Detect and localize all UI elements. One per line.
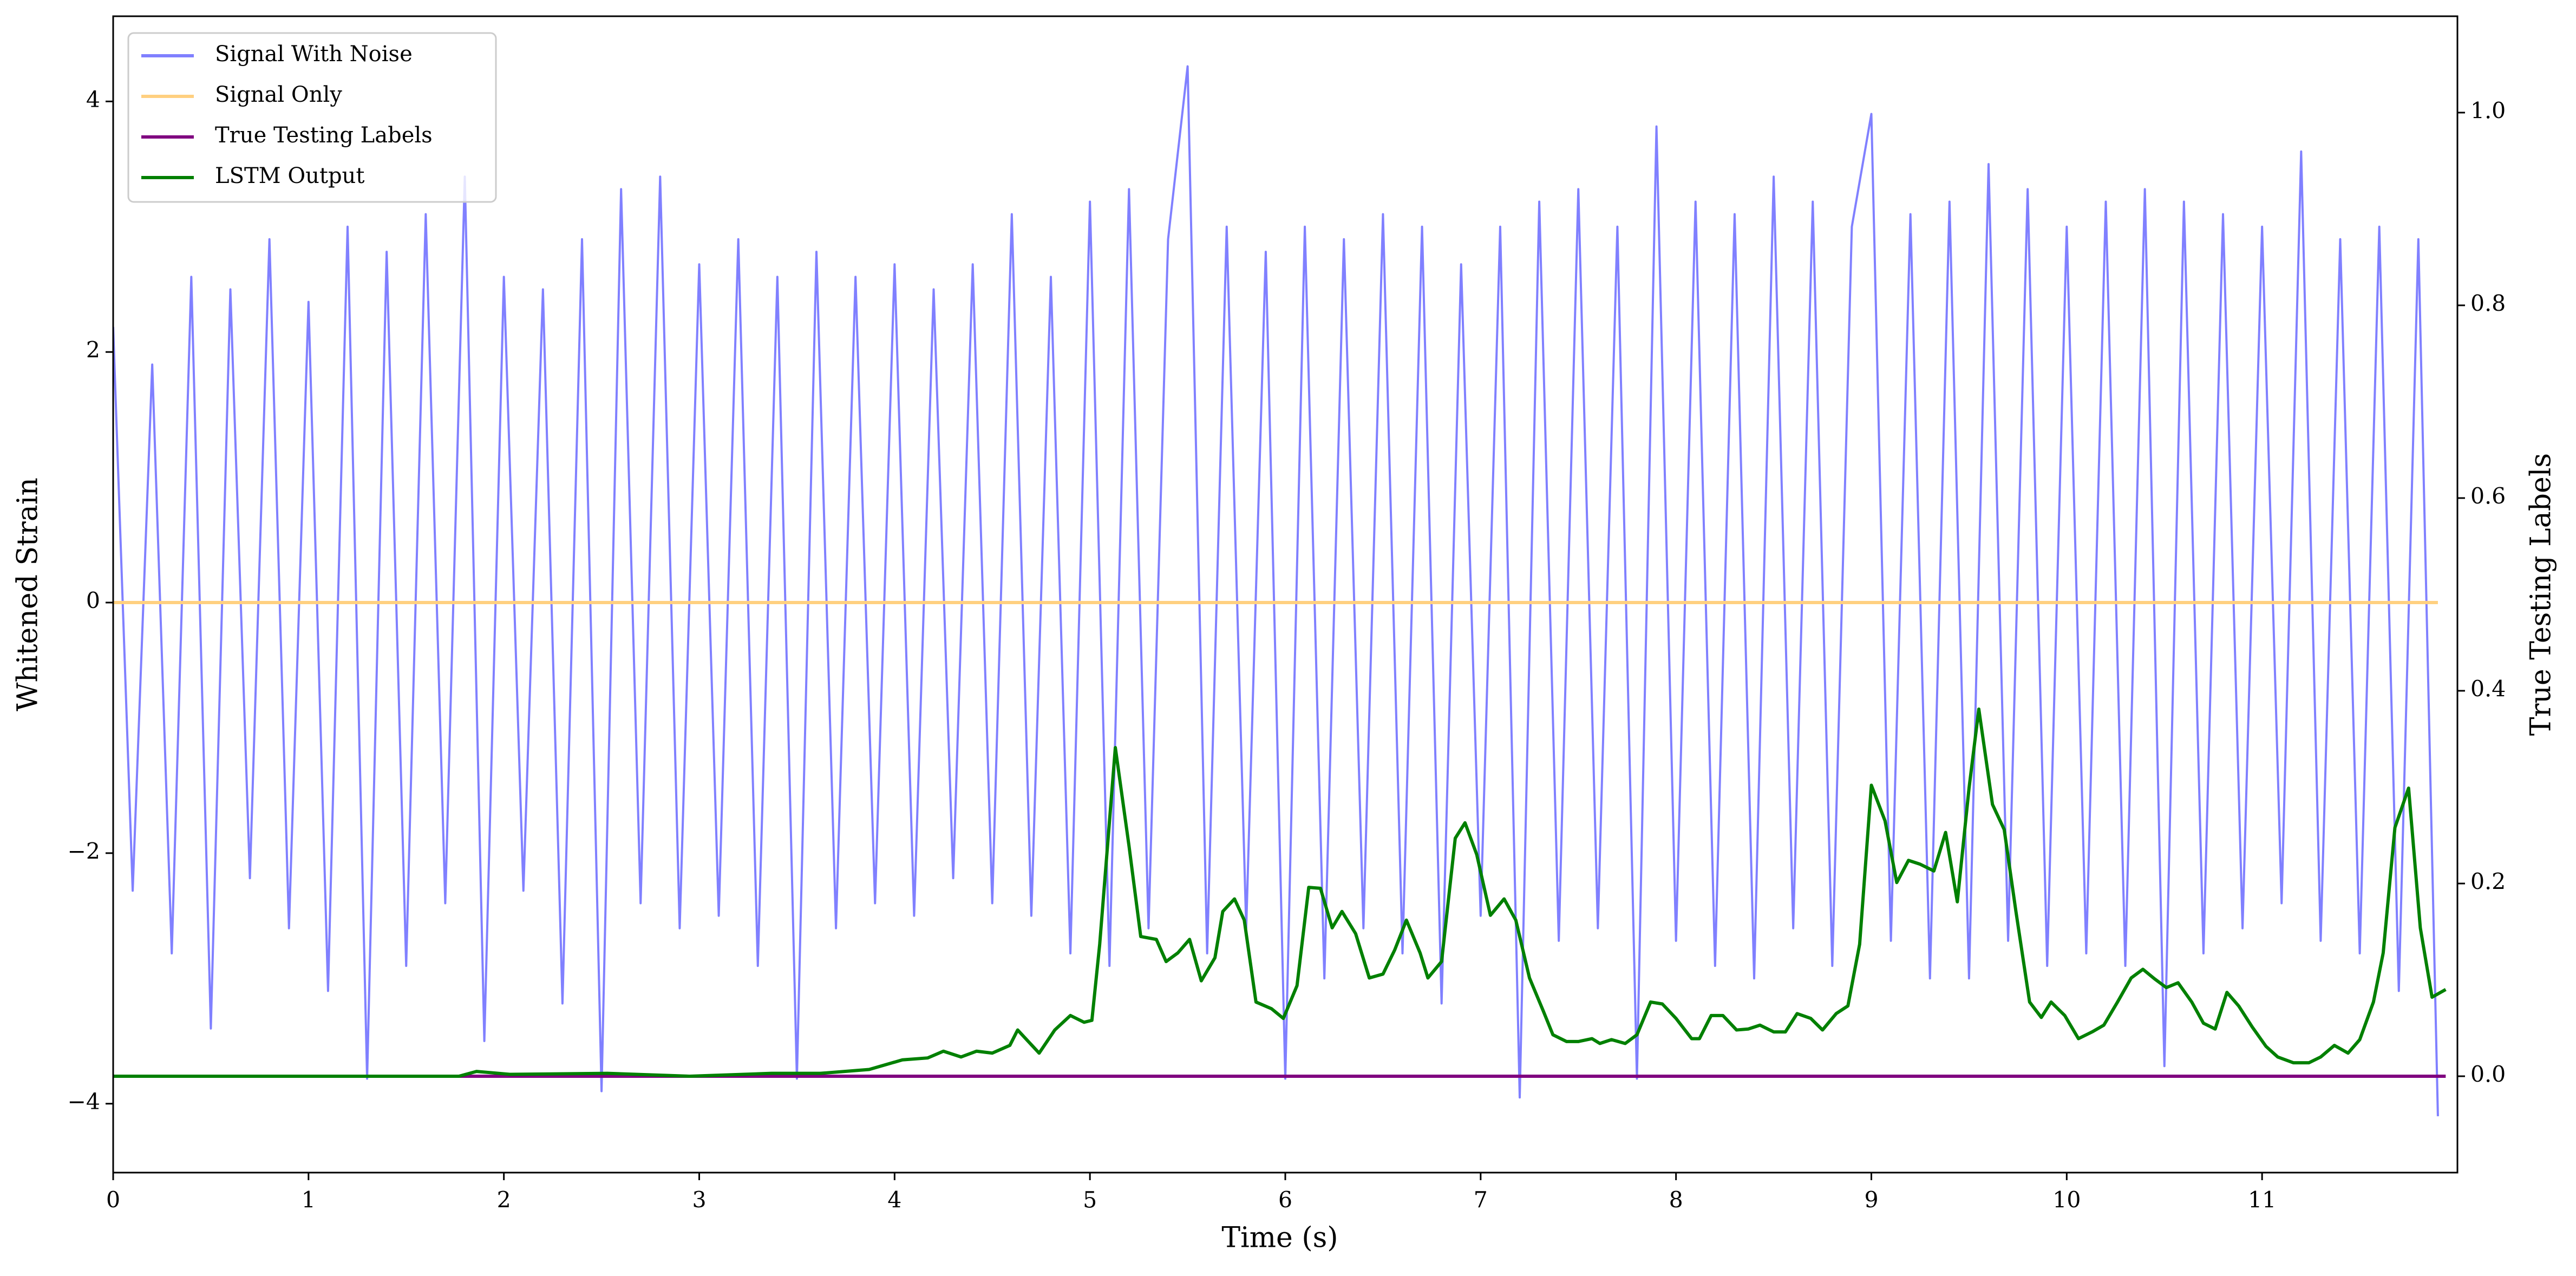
x-axis-label: Time (s) bbox=[1221, 1222, 1338, 1254]
legend-label: Signal With Noise bbox=[215, 42, 413, 67]
x-tick-label: 4 bbox=[887, 1187, 901, 1213]
y2-tick-label: 1.0 bbox=[2470, 98, 2506, 124]
x-tick-label: 5 bbox=[1083, 1187, 1097, 1213]
y-tick-label: 0 bbox=[86, 588, 100, 614]
x-tick-label: 11 bbox=[2248, 1187, 2276, 1213]
y2-tick-label: 0.0 bbox=[2470, 1062, 2506, 1088]
y-tick-label: 2 bbox=[86, 337, 100, 363]
y-tick-label: −4 bbox=[68, 1089, 100, 1115]
series-line bbox=[113, 65, 2439, 1116]
y2-tick-label: 0.8 bbox=[2470, 291, 2506, 317]
x-tick-label: 8 bbox=[1669, 1187, 1683, 1213]
plot-marks bbox=[113, 65, 2447, 1116]
y-tick-label: −2 bbox=[68, 838, 100, 864]
y2-tick-label: 0.2 bbox=[2470, 869, 2506, 895]
x-tick-label: 6 bbox=[1278, 1187, 1292, 1213]
legend-box bbox=[127, 32, 497, 203]
y-tick-label: 4 bbox=[86, 87, 100, 113]
legend-label: LSTM Output bbox=[215, 163, 364, 188]
x-tick-label: 9 bbox=[1864, 1187, 1878, 1213]
legend-label: Signal Only bbox=[215, 82, 342, 107]
y2-tick-label: 0.6 bbox=[2470, 483, 2506, 509]
y-axis-label: Whitened Strain bbox=[12, 477, 44, 711]
x-tick-label: 1 bbox=[302, 1187, 316, 1213]
x-tick-label: 3 bbox=[692, 1187, 706, 1213]
y2-tick-label: 0.4 bbox=[2470, 676, 2506, 702]
y2-axis-label: True Testing Labels bbox=[2525, 453, 2558, 736]
x-tick-label: 0 bbox=[106, 1187, 120, 1213]
legend: Signal With Noise Signal Only True Testing… bbox=[127, 32, 497, 203]
plot-area bbox=[113, 16, 2457, 1173]
legend-label: True Testing Labels bbox=[215, 123, 433, 148]
x-tick-label: 7 bbox=[1474, 1187, 1488, 1213]
series-line bbox=[113, 707, 2447, 1078]
x-tick-label: 10 bbox=[2052, 1187, 2081, 1213]
x-tick-label: 2 bbox=[497, 1187, 511, 1213]
